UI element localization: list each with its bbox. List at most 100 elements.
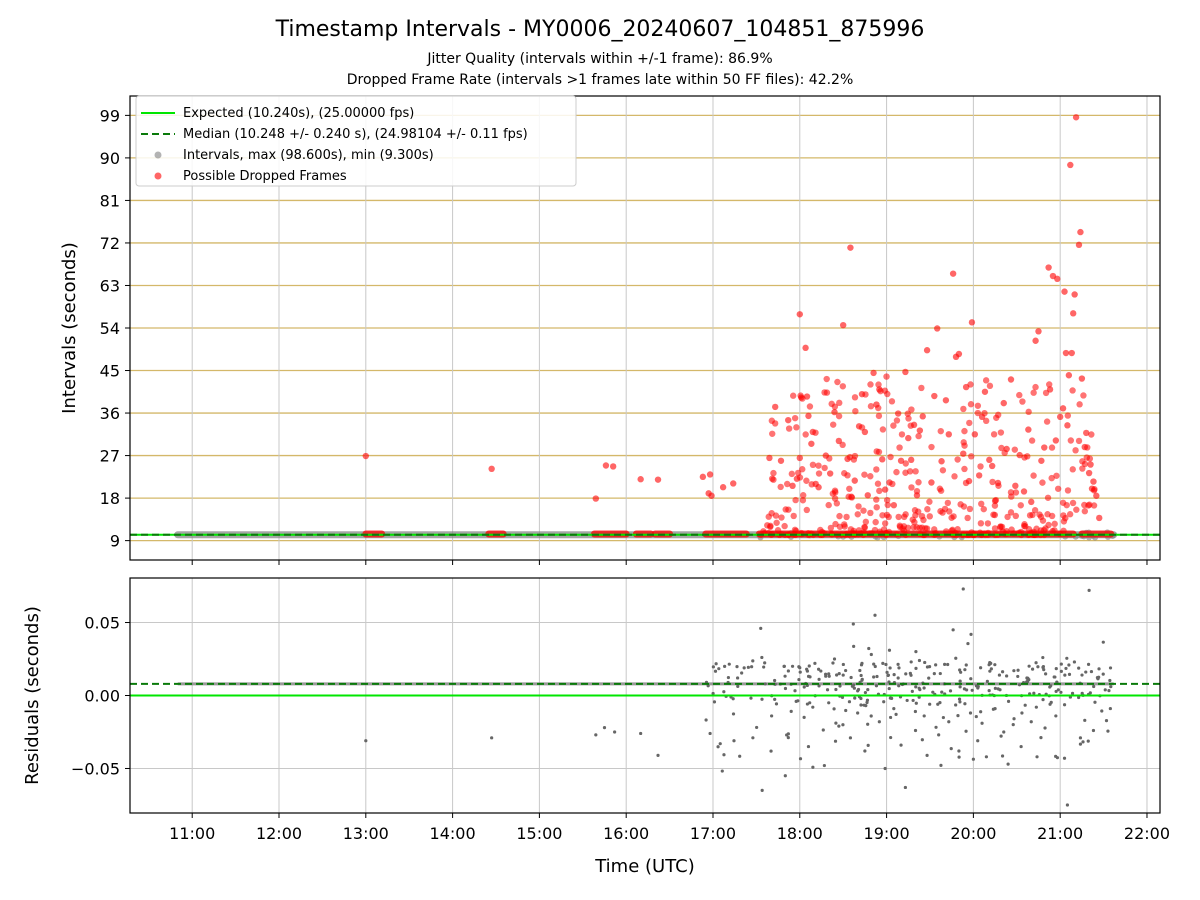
residual-point xyxy=(805,667,809,671)
residual-point xyxy=(769,749,773,753)
residual-point xyxy=(844,708,848,713)
dropped-frame-point xyxy=(855,503,862,510)
residual-point xyxy=(750,665,754,669)
dropped-frame-point xyxy=(926,513,933,520)
dropped-frame-point xyxy=(988,462,996,470)
dropped-frame-point xyxy=(1075,437,1083,445)
residual-point xyxy=(1041,655,1045,660)
residual-point xyxy=(1087,588,1091,593)
dropped-frame-point xyxy=(1039,479,1046,486)
x-tick-label: 19:00 xyxy=(864,824,910,843)
residual-point xyxy=(1080,673,1084,677)
dropped-frame-point xyxy=(971,431,979,438)
dropped-frame-point xyxy=(981,388,989,395)
dropped-frame-point xyxy=(802,344,809,352)
dropped-frame-point xyxy=(975,472,983,479)
dropped-frame-point xyxy=(977,463,984,470)
dropped-frame-point xyxy=(802,431,809,438)
dropped-frame-point xyxy=(890,501,898,509)
residual-point xyxy=(712,700,717,704)
residual-point xyxy=(783,686,788,691)
residual-point xyxy=(726,675,731,680)
dropped-frame-point xyxy=(1070,310,1077,317)
dropped-frame-point xyxy=(912,468,919,475)
dropped-frame-point xyxy=(852,407,859,415)
dropped-frame-point xyxy=(706,471,714,478)
dropped-frame-point xyxy=(602,462,610,469)
dropped-frame-point xyxy=(803,477,810,484)
residual-point xyxy=(858,668,862,673)
residual-point xyxy=(872,662,876,666)
residual-point xyxy=(849,675,853,680)
dropped-frame-point xyxy=(1041,444,1048,451)
legend-entry: Median (10.248 +/- 0.240 s), (24.98104 +… xyxy=(183,127,528,142)
dropped-frame-point xyxy=(954,526,961,533)
dropped-frame-point xyxy=(826,470,834,477)
dropped-frame-point xyxy=(995,482,1002,489)
dropped-frame-point xyxy=(1024,453,1031,460)
residual-point xyxy=(822,763,826,768)
residual-point xyxy=(827,674,831,678)
dropped-frame-point xyxy=(1063,501,1070,509)
dropped-frame-point xyxy=(839,383,847,390)
residual-point xyxy=(911,698,915,703)
dropped-frame-point xyxy=(1030,389,1037,396)
dropped-frame-point xyxy=(875,412,883,420)
residual-point xyxy=(825,688,830,692)
residual-point xyxy=(903,785,907,790)
residual-point xyxy=(760,655,764,660)
residual-point xyxy=(1005,674,1009,678)
dropped-frame-point xyxy=(1064,412,1072,419)
dropped-frame-point xyxy=(862,518,870,526)
residual-point xyxy=(989,667,993,671)
dropped-frame-point xyxy=(1085,469,1093,477)
residual-point xyxy=(888,696,892,700)
dropped-frame-point xyxy=(864,492,871,499)
dropped-frame-point xyxy=(974,409,982,417)
residual-point xyxy=(852,644,856,648)
residual-point xyxy=(884,662,888,667)
residual-point xyxy=(887,686,891,691)
residual-point xyxy=(1108,666,1113,670)
residual-point xyxy=(837,724,841,728)
residual-point xyxy=(786,669,790,673)
legend-intervals-swatch xyxy=(154,151,162,159)
dropped-frame-point xyxy=(954,456,961,463)
legend-entry: Expected (10.240s), (25.00000 fps) xyxy=(183,106,414,121)
dropped-frame-point xyxy=(861,523,868,531)
dropped-frame-point xyxy=(962,479,970,487)
dropped-frame-point xyxy=(771,403,779,411)
residual-point xyxy=(808,701,812,705)
interval-ytick-label: 72 xyxy=(100,234,120,253)
residual-point xyxy=(821,728,825,732)
residual-point xyxy=(718,742,722,746)
dropped-frame-point xyxy=(928,479,935,486)
residual-point xyxy=(716,745,720,749)
residual-point xyxy=(797,677,801,682)
residual-point xyxy=(949,747,953,751)
residual-point xyxy=(1062,703,1067,707)
x-tick-label: 16:00 xyxy=(603,824,649,843)
dropped-frame-point xyxy=(826,455,833,462)
dropped-frame-point xyxy=(1062,349,1070,357)
residual-point xyxy=(711,665,715,669)
dropped-frame-point xyxy=(912,512,919,519)
dropped-frame-point xyxy=(923,347,931,354)
dropped-frame-point xyxy=(964,514,971,522)
residual-point xyxy=(957,697,962,701)
residual-point xyxy=(1103,688,1107,692)
dropped-frame-point xyxy=(1017,502,1024,509)
dropped-frame-point xyxy=(1020,522,1028,530)
dropped-frame-point xyxy=(1065,372,1073,379)
dropped-frame-point xyxy=(867,381,874,388)
dropped-frame-point xyxy=(982,377,990,384)
residual-point xyxy=(976,684,980,689)
dropped-frame-point xyxy=(1025,408,1032,416)
residual-point xyxy=(940,690,944,694)
dropped-frame-point xyxy=(974,402,982,409)
dropped-frame-point xyxy=(942,397,950,404)
dropped-frame-point xyxy=(919,413,926,420)
residual-point xyxy=(1107,689,1111,693)
dropped-frame-point xyxy=(889,480,896,488)
